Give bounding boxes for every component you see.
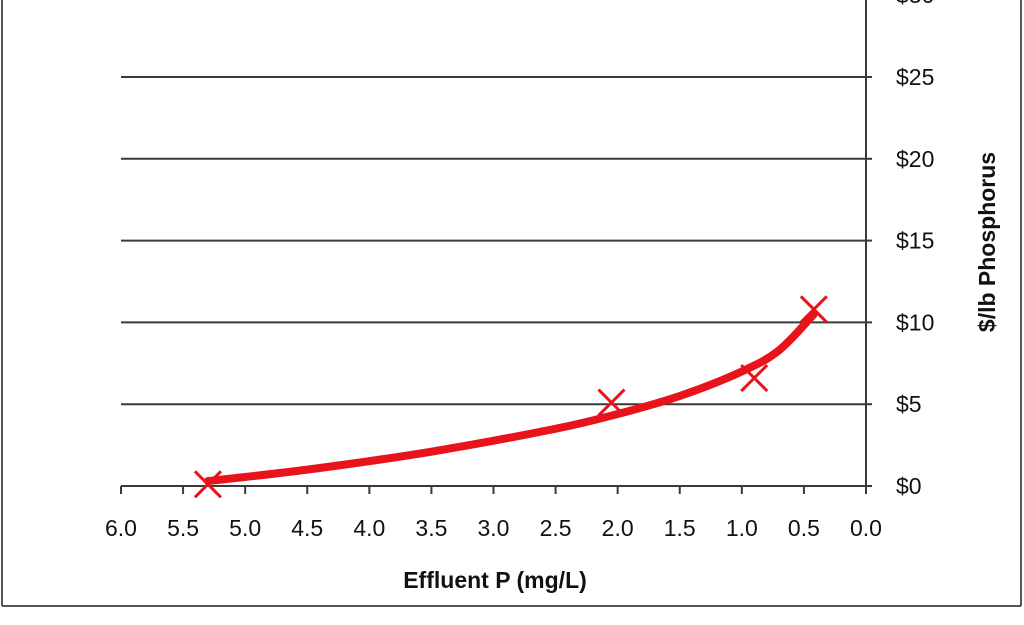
data-point-marker <box>597 388 626 417</box>
x-tick-label: 2.0 <box>602 515 634 541</box>
x-tick-label: 1.5 <box>664 515 696 541</box>
plot-area <box>193 295 828 499</box>
gridlines <box>121 76 866 406</box>
x-tick-label: 0.0 <box>850 515 882 541</box>
x-axis-title: Effluent P (mg/L) <box>403 567 587 593</box>
x-tick-label: 4.5 <box>291 515 323 541</box>
y-tick-label: $30 <box>896 0 934 8</box>
x-tick-labels: 6.0 5.5 5.0 4.5 4.0 3.5 3.0 2.5 2.0 1.5 1.0 0.5 0.0 <box>105 515 882 541</box>
marker-stroke <box>597 388 626 417</box>
marker-stroke <box>799 295 828 324</box>
x-tick-label: 3.0 <box>478 515 510 541</box>
data-point-marker <box>740 363 769 393</box>
data-point-marker <box>799 295 828 324</box>
data-point-marker <box>193 470 222 499</box>
x-tick-label: 3.5 <box>415 515 447 541</box>
x-tick-label: 0.5 <box>788 515 820 541</box>
y-axis-title: $/lb Phosphorus <box>974 152 1000 332</box>
x-tick-label: 5.0 <box>229 515 261 541</box>
y-tick-label: $20 <box>896 146 934 172</box>
marker-stroke <box>740 363 769 393</box>
y-tick-labels: $0 $5 $10 $15 $20 $25 $30 <box>896 0 934 499</box>
x-tick-label: 1.0 <box>726 515 758 541</box>
y-tick-label: $10 <box>896 309 934 335</box>
x-tick-label: 2.5 <box>540 515 572 541</box>
y-tick-label: $15 <box>896 228 934 254</box>
y-tick-label: $25 <box>896 64 934 90</box>
x-tick-label: 5.5 <box>167 515 199 541</box>
x-tick-label: 6.0 <box>105 515 137 541</box>
y-tick-label: $0 <box>896 473 922 499</box>
axes <box>120 0 872 494</box>
trendline <box>203 310 818 486</box>
x-tick-label: 4.0 <box>353 515 385 541</box>
marker-stroke <box>193 470 222 499</box>
y-tick-label: $5 <box>896 391 922 417</box>
